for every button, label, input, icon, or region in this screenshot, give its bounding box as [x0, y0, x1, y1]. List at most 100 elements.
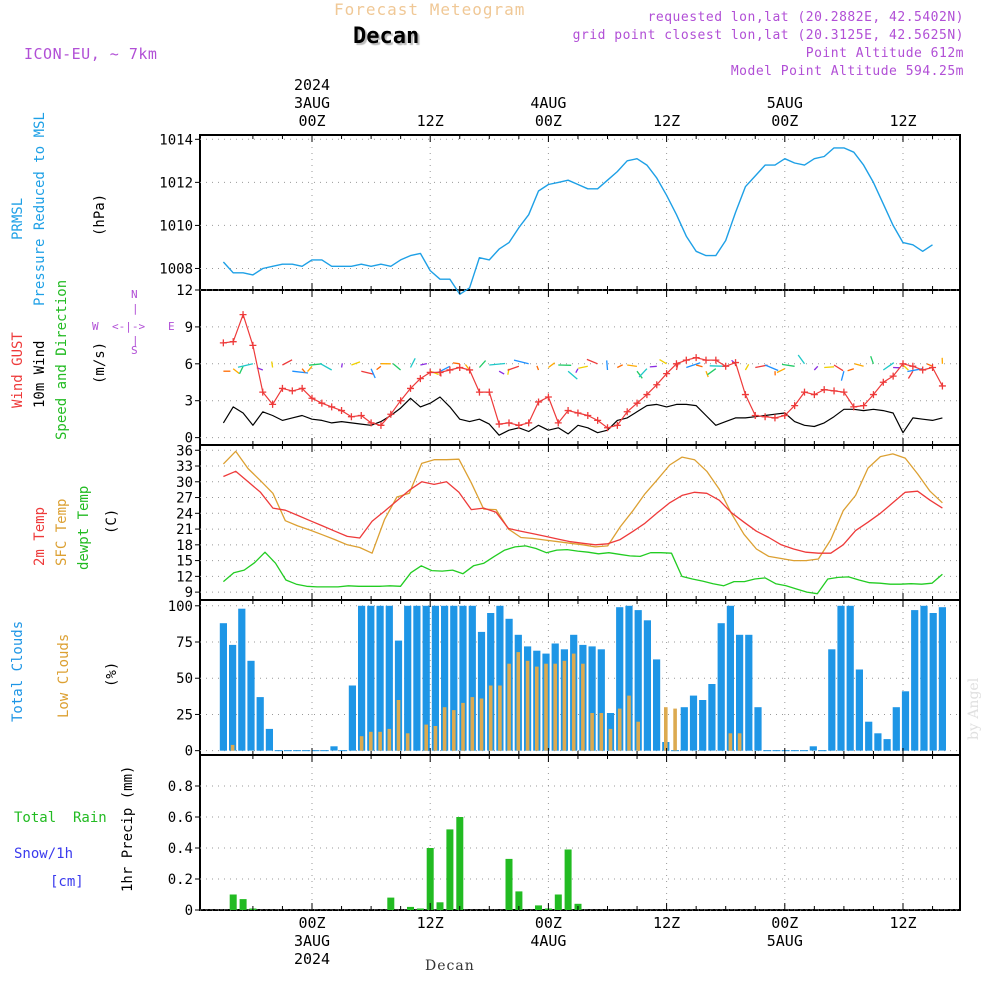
low-clouds-bar [516, 652, 521, 751]
ytick-label-clouds: 25 [176, 707, 193, 723]
gust-point [318, 399, 326, 407]
wind-direction-arrow [833, 364, 844, 372]
wind-direction-arrow [340, 363, 343, 368]
rain-bar [554, 894, 562, 910]
rain-bar [564, 849, 572, 910]
total-clouds-bar [929, 613, 937, 751]
wind-direction-arrow [854, 363, 864, 367]
ytick-label-wind: 3 [185, 394, 193, 410]
wind-direction-arrow [548, 362, 556, 369]
total-clouds-bar [938, 607, 946, 751]
compass-north-bar: | [132, 302, 139, 315]
low-clouds-bar [498, 685, 502, 751]
wind-direction-arrow [636, 370, 643, 379]
gust-point [751, 411, 759, 419]
rain-bar [407, 906, 414, 910]
total-clouds-bar [219, 623, 227, 751]
total-clouds-bar [911, 610, 919, 751]
gust-point [357, 411, 365, 419]
wind-direction-arrow [376, 365, 382, 371]
wind-direction-arrow [292, 370, 309, 374]
ytick-label-pressure: 1008 [159, 261, 193, 277]
gust-point [722, 362, 730, 370]
total-clouds-bar [229, 644, 237, 751]
ytick-label-wind: 6 [185, 357, 193, 373]
low-clouds-bar [599, 713, 604, 751]
total-clouds-bar [256, 697, 264, 751]
wind-direction-arrow [926, 363, 933, 367]
gust-series-line [223, 314, 943, 429]
gust-point [387, 410, 395, 418]
gust-point [623, 408, 631, 416]
total-clouds-bar [901, 691, 910, 751]
low-clouds-bar [525, 660, 530, 751]
wind-direction-arrow [536, 365, 540, 371]
bottom-time-label: 12Z [416, 914, 444, 932]
axis-ticks: 1008101010121014036912912151821242730333… [159, 132, 934, 919]
wind-direction-arrow [707, 368, 717, 376]
wind-direction-arrow [638, 368, 648, 378]
gust-point [466, 366, 474, 374]
bottom-time-label: 2024 [293, 950, 331, 968]
total-clouds-bar [625, 605, 633, 751]
gridpoint-coords: grid point closest lon,lat (20.3125E, 42… [572, 28, 964, 43]
tsfc-series-line [222, 450, 943, 562]
wind-direction-arrow [575, 368, 579, 374]
dewpt-series-line [222, 545, 943, 595]
low-clouds-bar [562, 660, 567, 751]
wind-direction-arrow [776, 368, 786, 374]
ytick-label-precip: 0.8 [168, 779, 193, 795]
gust-point [633, 399, 641, 407]
total-clouds-bar [699, 700, 707, 751]
ytick-label-temp: 33 [176, 459, 193, 475]
ytick-label-clouds: 75 [176, 635, 193, 651]
top-time-label: 00Z [534, 112, 562, 130]
total-clouds-bar [376, 605, 384, 751]
gust-point [288, 387, 296, 395]
wind-direction-arrow [507, 365, 520, 371]
gust-point [702, 356, 710, 364]
compass-south: S [131, 344, 138, 357]
wind-direction-arrow [452, 362, 460, 365]
low-clouds-bar [424, 724, 428, 751]
model-label: ICON-EU, ~ 7km [24, 45, 158, 63]
wind-direction-arrow [237, 363, 254, 368]
ytick-label-clouds: 0 [185, 744, 193, 760]
wind-direction-arrow [606, 360, 609, 371]
wind-direction-arrow [907, 370, 914, 379]
location-title: Decan [353, 24, 420, 49]
low-clouds-bar [470, 697, 475, 751]
wind-dir-label: Speed and Direction [54, 279, 70, 440]
clouds-unit: (%) [104, 661, 120, 687]
wind-direction-arrow [307, 365, 313, 373]
bottom-time-label: 12Z [653, 914, 681, 932]
top-time-label: 00Z [298, 112, 326, 130]
gust-point [840, 388, 848, 396]
total-clouds-bar [247, 660, 255, 751]
bottom-time-label: 12Z [889, 914, 917, 932]
gust-point [367, 419, 375, 427]
rain-bar [456, 817, 464, 910]
wind-direction-arrow [420, 362, 428, 366]
total-clouds-bar [726, 605, 734, 751]
total-clouds-bar [487, 613, 495, 751]
gust-point [564, 407, 572, 415]
gust-point [535, 398, 543, 406]
compass-south-bar: | [132, 334, 139, 347]
gust-point [377, 421, 385, 429]
gust-point [929, 364, 937, 371]
gust-point [308, 394, 316, 402]
top-time-label: 3AUG [293, 94, 331, 112]
snow-label: Snow/1h [14, 846, 74, 862]
total-clouds-bar [708, 684, 716, 751]
wind-direction-arrow [847, 368, 854, 372]
wind-direction-arrow [301, 368, 306, 373]
total-clouds-bar [892, 707, 900, 751]
wind-direction-arrow [392, 363, 402, 371]
snow-unit-label: [cm] [50, 874, 84, 890]
footer-location: Decan [425, 958, 475, 974]
wind-direction-arrow [813, 365, 819, 371]
gust-point [781, 411, 789, 419]
ytick-label-temp: 30 [176, 475, 193, 491]
wind-direction-arrow [882, 362, 895, 371]
